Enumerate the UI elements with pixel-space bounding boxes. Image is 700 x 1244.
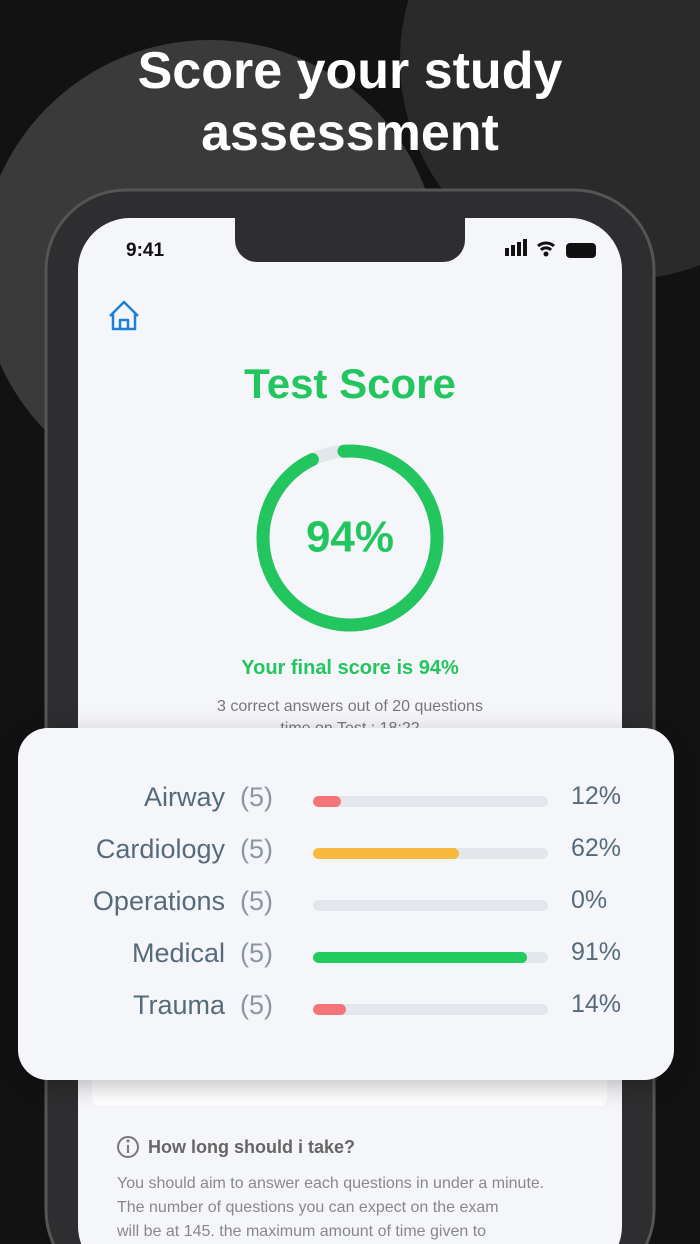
breakdown-card: Airway (5) 12% Cardiology (5) 62% Operations (5… [18,728,674,1080]
bar [313,796,342,807]
bar [313,952,527,963]
final-score: Your final score is 94% [241,657,459,679]
bar-track [313,796,548,807]
bar-track [313,900,548,911]
category-count: (5) [240,886,273,916]
percent-label: 12% [571,782,622,810]
category-count: (5) [240,938,273,968]
summary: 3 correct answers out of 20 questions [217,698,483,715]
bar-track [313,1004,548,1015]
category-name: Cardiology [95,834,225,864]
headline: Score your study assessment [137,42,563,162]
category-count: (5) [240,782,273,812]
info-title: How long should i take? [148,1137,355,1157]
info-line: The number of questions you can expect o… [117,1199,499,1216]
score-ring: 94% [256,444,444,632]
bar [313,848,459,859]
percent-label: 0% [571,886,608,914]
info-line: will be at 145. the maximum amount of ti… [117,1223,487,1240]
screen-title: Test Score [244,360,456,407]
score-arc [256,444,444,632]
category-count: (5) [240,990,273,1020]
category-count: (5) [240,834,273,864]
category-name: Operations [92,886,225,916]
percent-label: 62% [571,834,622,862]
bar-track [313,848,548,859]
bar [313,1004,346,1015]
category-name: Airway [143,782,225,812]
category-name: Trauma [132,990,225,1020]
info-text: You should aim to answer each questions … [117,1172,544,1244]
score-label: 94% [306,513,394,562]
percent-label: 14% [571,990,622,1018]
info-line: You should aim to answer each questions … [117,1175,545,1192]
category-name: Medical [131,938,225,968]
bar-track [313,952,548,963]
percent-label: 91% [571,938,622,966]
status-time: 9:41 [126,240,165,261]
